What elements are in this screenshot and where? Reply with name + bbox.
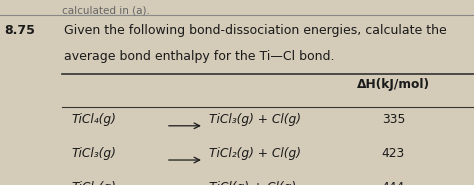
Text: TiCl₂(g) + Cl(g): TiCl₂(g) + Cl(g) bbox=[209, 147, 301, 160]
Text: ΔH(kJ/mol): ΔH(kJ/mol) bbox=[357, 78, 430, 91]
Text: TiCl₄(g): TiCl₄(g) bbox=[71, 113, 116, 126]
Text: average bond enthalpy for the Ti—Cl bond.: average bond enthalpy for the Ti—Cl bond… bbox=[64, 50, 335, 63]
Text: TiCl₂(g): TiCl₂(g) bbox=[71, 181, 116, 185]
Text: Given the following bond-dissociation energies, calculate the: Given the following bond-dissociation en… bbox=[64, 24, 447, 37]
Text: 423: 423 bbox=[382, 147, 405, 160]
Text: TiCl₃(g) + Cl(g): TiCl₃(g) + Cl(g) bbox=[209, 113, 301, 126]
Text: 335: 335 bbox=[382, 113, 405, 126]
Text: calculated in (a).: calculated in (a). bbox=[62, 6, 149, 16]
Text: TiCl₃(g): TiCl₃(g) bbox=[71, 147, 116, 160]
Text: 444: 444 bbox=[382, 181, 405, 185]
Text: TiCl(g) + Cl(g): TiCl(g) + Cl(g) bbox=[209, 181, 296, 185]
Text: 8.75: 8.75 bbox=[5, 24, 36, 37]
